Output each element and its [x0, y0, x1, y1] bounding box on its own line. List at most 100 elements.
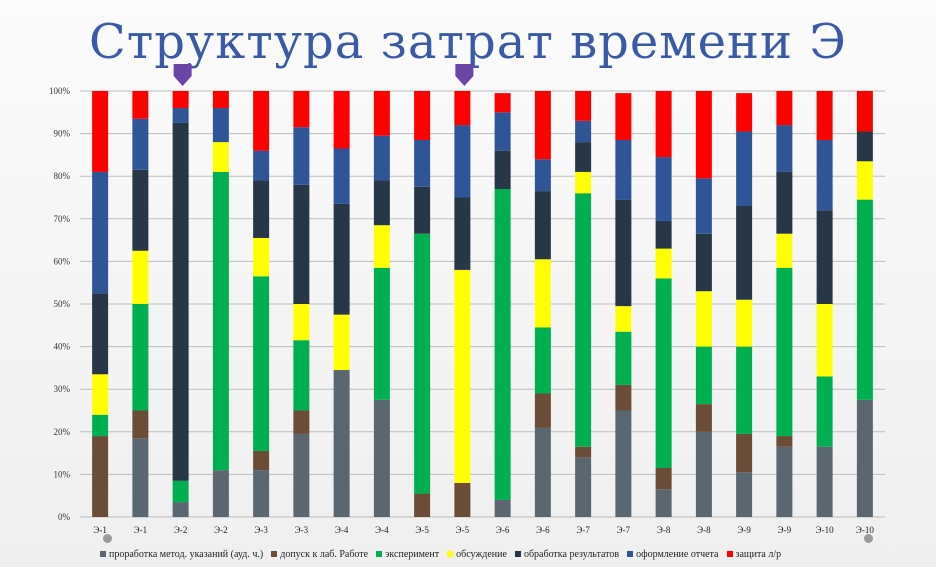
bar-segment [615, 410, 632, 517]
bar-segment [695, 404, 712, 432]
legend-item: обсуждение [447, 549, 507, 560]
bar-segment [856, 199, 873, 400]
y-tick-label: 10% [54, 469, 71, 479]
bar-segment [655, 489, 672, 517]
bar-segment [373, 180, 390, 226]
bar-segment [373, 135, 390, 181]
bar-segment [373, 267, 390, 400]
bar-segment [132, 304, 149, 411]
x-tick-label: Э-4 [375, 525, 389, 535]
bar-segment [615, 331, 632, 385]
bar-segment [816, 376, 833, 447]
bar-segment [333, 203, 350, 315]
bar-segment [132, 438, 149, 517]
bar-segment [816, 91, 833, 140]
bar-segment [373, 91, 390, 136]
bar-segment [575, 171, 592, 194]
y-tick-label: 40% [54, 342, 71, 352]
bar-segment [132, 169, 149, 251]
x-tick-label: Э-7 [617, 525, 631, 535]
bar-segment [414, 186, 431, 234]
bar-segment [655, 220, 672, 249]
slide-dot-right [864, 534, 873, 543]
bar-segment [534, 327, 551, 394]
y-tick-label: 50% [54, 299, 71, 309]
bar-segment [293, 304, 310, 341]
bars [92, 91, 873, 517]
bar-segment [293, 127, 310, 185]
bar-segment [494, 93, 511, 113]
bar-segment [333, 314, 350, 371]
x-tick-label: Э-3 [295, 525, 309, 535]
bar-segment [333, 370, 350, 517]
bar-segment [373, 399, 390, 517]
y-tick-label: 90% [54, 129, 71, 139]
bar-segment [615, 384, 632, 411]
gridlines [80, 90, 885, 518]
bar-segment [494, 150, 511, 189]
bar-segment [92, 171, 109, 294]
y-tick-label: 100% [49, 86, 71, 96]
x-tick-label: Э-10 [856, 525, 874, 535]
bar-segment [172, 108, 189, 123]
bar-segment [575, 457, 592, 517]
bar-segment [736, 131, 753, 207]
bar-segment [575, 91, 592, 121]
bar-segment [212, 171, 229, 471]
legend-label: обсуждение [456, 548, 507, 560]
bar-segment [454, 269, 471, 483]
x-tick-label: Э-9 [778, 525, 792, 535]
legend-item: допуск к лаб. Работе [271, 549, 368, 560]
bar-segment [575, 446, 592, 458]
legend-item: проработка метод. указаний (ауд. ч.) [100, 549, 263, 560]
legend: проработка метод. указаний (ауд. ч.) допу… [100, 546, 781, 562]
bar-segment [132, 250, 149, 304]
chart-title: Структура затрат времени Э [88, 14, 848, 70]
y-tick-label: 60% [54, 256, 71, 266]
bar-segment [454, 482, 471, 517]
bar-segment [92, 91, 109, 172]
x-tick-label: Э-6 [536, 525, 550, 535]
bar-segment [575, 193, 592, 447]
bar-segment [414, 493, 431, 517]
bar-segment [414, 139, 431, 187]
bar-segment [253, 91, 270, 151]
bar-segment [92, 293, 109, 375]
bar-segment [856, 161, 873, 200]
legend-swatch [100, 551, 106, 557]
bar-segment [736, 472, 753, 517]
y-axis-tick-labels: 0% 10% 20% 30% 40% 50% 60% 70% 80% 90% 100% [49, 86, 71, 522]
legend-item: оформление отчета [627, 548, 719, 560]
bar-segment [655, 278, 672, 469]
legend-label: оформление отчета [636, 548, 719, 560]
bar-segment [655, 248, 672, 279]
bar-segment [494, 112, 511, 151]
y-tick-label: 70% [54, 214, 71, 224]
y-tick-label: 30% [54, 384, 71, 394]
bar-segment [494, 188, 511, 500]
x-tick-label: Э-1 [134, 525, 147, 535]
bar-segment [293, 410, 310, 434]
bar-segment [253, 276, 270, 451]
bar-segment [253, 180, 270, 238]
bar-segment [534, 191, 551, 260]
bar-segment [253, 150, 270, 181]
bar-segment [534, 393, 551, 428]
bar-segment [333, 148, 350, 204]
bar-segment [293, 184, 310, 304]
bar-segment [132, 91, 149, 119]
x-tick-label: Э-10 [816, 525, 834, 535]
bar-segment [655, 157, 672, 221]
legend-item: защита л/р [726, 549, 781, 560]
bar-segment [695, 91, 712, 179]
bar-segment [253, 237, 270, 277]
bar-segment [92, 374, 109, 415]
bar-segment [454, 197, 471, 270]
x-tick-label: Э-7 [576, 525, 590, 535]
bar-segment [776, 267, 793, 437]
x-tick-label: Э-1 [93, 525, 106, 535]
bar-segment [856, 91, 873, 132]
legend-label: эксперимент [385, 548, 440, 560]
bar-segment [132, 410, 149, 439]
x-axis-tick-labels: Э-1 Э-1 Э-2 Э-2 Э-3 Э-3 Э-4 Э-4 Э-5 Э-5 Э-6 Э-6 Э-7 Э… [93, 525, 874, 535]
